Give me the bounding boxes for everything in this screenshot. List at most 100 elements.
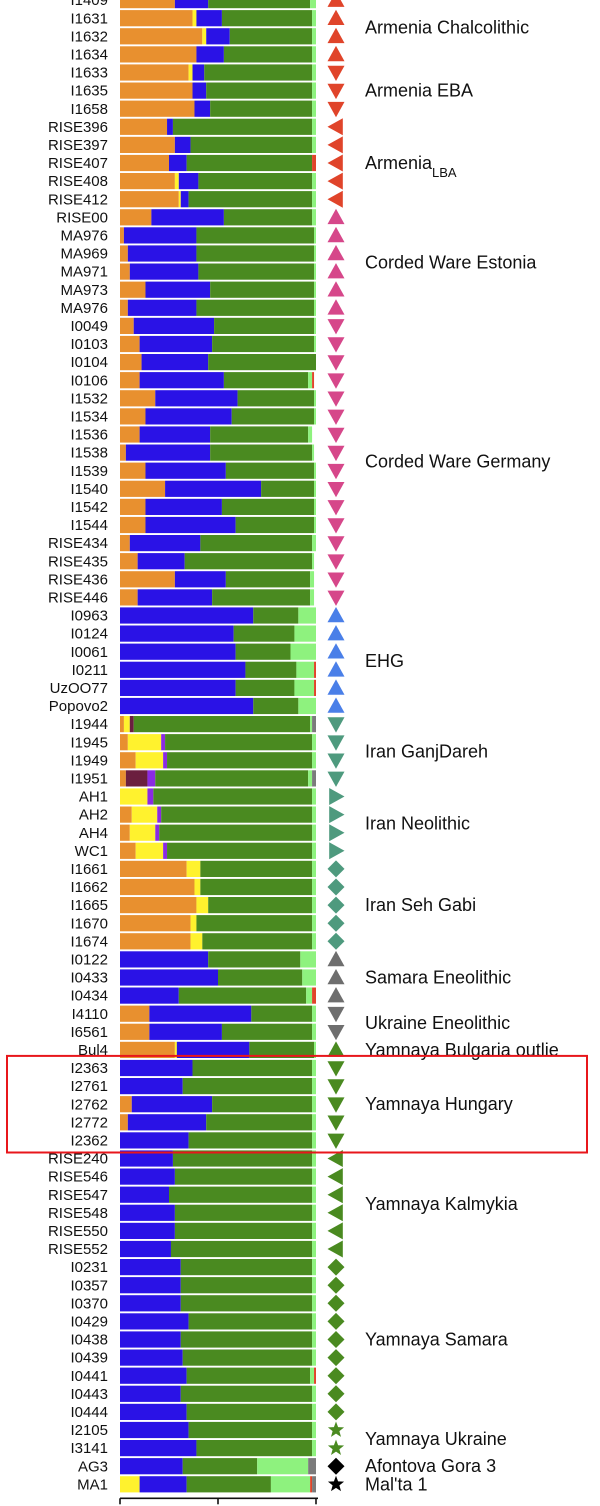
- x-axis: 00.51.0: [119, 1497, 318, 1505]
- sample-label: I1538: [70, 445, 108, 462]
- bar-row: [120, 1331, 316, 1348]
- bar-segment: [312, 1313, 316, 1330]
- group-labels: Armenia Chalcolithic Armenia EBA ArmeniaLB…: [365, 17, 559, 1494]
- triangle-up-marker: [327, 208, 345, 225]
- triangle-up-marker: [327, 0, 345, 7]
- bar-segment: [235, 516, 315, 534]
- bar-segment: [120, 607, 254, 624]
- triangle-up-marker: [327, 27, 345, 44]
- sample-label: AH4: [79, 825, 108, 842]
- bar-segment: [190, 136, 313, 153]
- triangle-up-marker: [327, 9, 345, 25]
- bar-row: [120, 299, 316, 316]
- sample-label: RISE396: [48, 119, 108, 136]
- bar-segment: [310, 1476, 313, 1493]
- bar-row: [120, 136, 316, 153]
- star-marker: [327, 1421, 345, 1437]
- bar-segment: [196, 1440, 313, 1457]
- bar-segment: [129, 263, 199, 280]
- bar-segment: [233, 625, 295, 642]
- bar-segment: [237, 390, 315, 407]
- bar-segment: [194, 100, 211, 117]
- group-label: Armenia Chalcolithic: [365, 17, 529, 37]
- sample-label: MA1: [77, 1476, 108, 1493]
- bar-row: [120, 1041, 316, 1058]
- sample-label: I1945: [70, 734, 108, 751]
- bar-segment: [120, 1313, 189, 1330]
- bar-segment: [120, 1367, 187, 1384]
- bar-segment: [120, 571, 175, 588]
- bar-segment: [120, 915, 191, 932]
- bar-segment: [200, 878, 313, 896]
- bar-segment: [312, 372, 315, 389]
- bar-row: [120, 915, 316, 932]
- bar-row: [120, 1476, 316, 1493]
- bar-segment: [120, 969, 218, 986]
- sample-label: I0438: [70, 1332, 108, 1349]
- sample-label: I0429: [70, 1314, 108, 1331]
- sample-label: RISE240: [48, 1151, 108, 1168]
- bar-segment: [186, 1367, 311, 1384]
- sample-label: RISE436: [48, 571, 108, 588]
- bar-segment: [312, 28, 316, 45]
- bar-segment: [312, 842, 316, 859]
- sample-label: Popovo2: [49, 698, 108, 715]
- bar-segment: [120, 209, 152, 226]
- bar-segment: [120, 64, 189, 81]
- bar-segment: [270, 1476, 311, 1493]
- bar-segment: [174, 1222, 313, 1239]
- triangle-down-marker: [327, 1061, 345, 1077]
- sample-label: I1539: [70, 463, 108, 480]
- sample-label: I1534: [70, 409, 108, 426]
- bar-segment: [221, 1023, 313, 1040]
- diamond-marker: [327, 1385, 345, 1403]
- bar-segment: [120, 1023, 150, 1040]
- bar-segment: [178, 191, 181, 208]
- bar-segment: [221, 10, 313, 27]
- bar-segment: [120, 28, 203, 45]
- triangle-up-marker: [327, 45, 345, 62]
- bar-segment: [206, 82, 313, 99]
- bar-segment: [169, 1186, 313, 1203]
- bar-segment: [223, 372, 309, 389]
- bar-row: [120, 462, 316, 479]
- bar-segment: [145, 281, 211, 298]
- bar-segment: [312, 1331, 316, 1348]
- triangle-down-marker: [327, 771, 345, 787]
- bar-segment: [296, 661, 315, 678]
- bar-row: [120, 697, 316, 715]
- bar-segment: [310, 589, 315, 606]
- bar-segment: [120, 1222, 175, 1239]
- bar-row: [120, 118, 316, 135]
- sample-label: I3141: [70, 1440, 108, 1457]
- bar-segment: [312, 1349, 316, 1366]
- bar-segment: [120, 100, 195, 117]
- sample-label: RISE412: [48, 191, 108, 208]
- group-label: ArmeniaLBA: [365, 153, 457, 180]
- bar-segment: [120, 281, 146, 298]
- bar-segment: [312, 1385, 316, 1402]
- bar-segment: [294, 625, 316, 642]
- bar-row: [120, 806, 316, 823]
- bar-segment: [314, 1041, 316, 1058]
- bar-segment: [302, 969, 316, 986]
- triangle-down-marker: [327, 572, 345, 588]
- bar-segment: [120, 516, 146, 534]
- bar-segment: [120, 390, 156, 407]
- diamond-marker: [327, 860, 345, 878]
- bar-segment: [202, 933, 313, 950]
- bar-segment: [155, 770, 309, 787]
- bar-segment: [182, 1458, 258, 1475]
- sample-label: RISE550: [48, 1223, 108, 1240]
- bar-segment: [180, 1331, 313, 1348]
- sample-label: UzOO77: [50, 680, 108, 697]
- bar-segment: [120, 1421, 189, 1439]
- bar-segment: [200, 860, 313, 877]
- sample-label: RISE552: [48, 1241, 108, 1258]
- sample-label: I0211: [72, 662, 108, 679]
- bar-segment: [312, 535, 316, 552]
- bar-segment: [163, 842, 168, 859]
- bar-segment: [308, 1458, 316, 1475]
- star-marker: [327, 1439, 345, 1455]
- bar-segment: [312, 824, 316, 841]
